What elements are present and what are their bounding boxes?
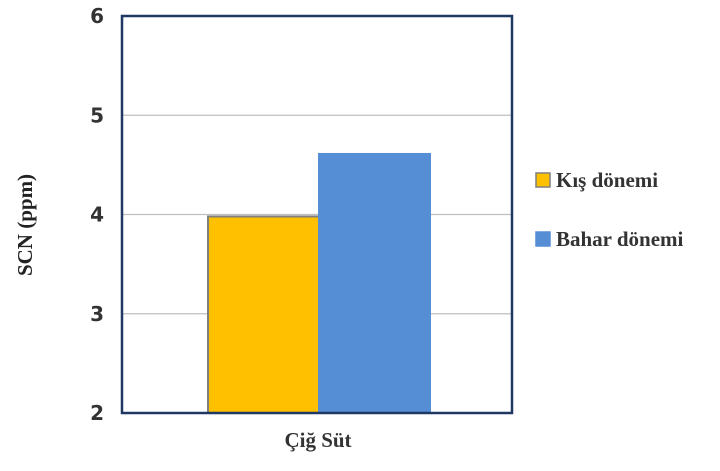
plot-frame: [120, 14, 514, 415]
y-tick-label: 2: [90, 401, 104, 425]
legend-swatch: [535, 172, 551, 188]
y-tick-label: 3: [90, 302, 104, 326]
bar-kis-donemi: [207, 215, 320, 414]
bar-bahar-donemi: [318, 152, 431, 415]
y-tick-label: 5: [90, 103, 104, 127]
bars: [207, 152, 431, 415]
legend-label: Bahar dönemi: [556, 227, 684, 251]
legend-label: Kış dönemi: [556, 168, 658, 192]
y-tick-label: 4: [90, 203, 104, 227]
legend-swatch: [535, 231, 551, 247]
x-category-label: Çiğ Süt: [284, 428, 351, 452]
y-tick-labels: 2 3 4 5 6: [90, 4, 104, 425]
y-axis-label: SCN (ppm): [13, 174, 37, 276]
legend: Kış dönemi Bahar dönemi: [535, 168, 684, 251]
y-tick-label: 6: [90, 4, 104, 28]
